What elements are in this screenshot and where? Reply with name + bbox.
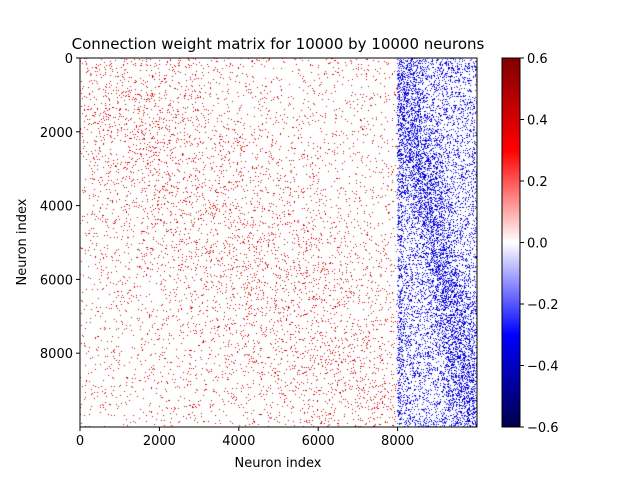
colorbar-tick-label: −0.6 [527, 421, 559, 436]
y-tick-label: 2000 [40, 126, 73, 141]
chart-title: Connection weight matrix for 10000 by 10… [72, 35, 485, 53]
colorbar-tick-label: 0.2 [527, 175, 548, 190]
x-tick-label: 4000 [222, 434, 255, 449]
y-axis: 0 2000 4000 6000 8000 [40, 52, 80, 362]
x-axis: 0 2000 4000 6000 8000 [76, 427, 414, 449]
x-tick-label: 0 [76, 434, 84, 449]
colorbar-tick-label: −0.4 [527, 360, 559, 375]
y-axis-label: Neuron index [15, 198, 30, 285]
y-tick-label: 0 [65, 52, 73, 67]
x-axis-label: Neuron index [235, 456, 322, 471]
y-tick-label: 8000 [40, 347, 73, 362]
colorbar-tick-label: 0.6 [527, 52, 548, 67]
x-tick-label: 6000 [302, 434, 335, 449]
x-tick-label: 2000 [143, 434, 176, 449]
x-tick-label: 8000 [381, 434, 414, 449]
y-tick-label: 4000 [40, 200, 73, 215]
y-tick-label: 6000 [40, 273, 73, 288]
colorbar-tick-label: −0.2 [527, 298, 559, 313]
colorbar-tick-label: 0.0 [527, 237, 548, 252]
heatmap-cells [80, 58, 477, 427]
heatmap-plot [80, 58, 477, 427]
colorbar-tick-label: 0.4 [527, 114, 548, 129]
colorbar [501, 57, 521, 428]
colorbar-axis: 0.6 0.4 0.2 0.0 −0.2 −0.4 −0.6 [520, 52, 559, 436]
plot-frame [79, 57, 478, 428]
